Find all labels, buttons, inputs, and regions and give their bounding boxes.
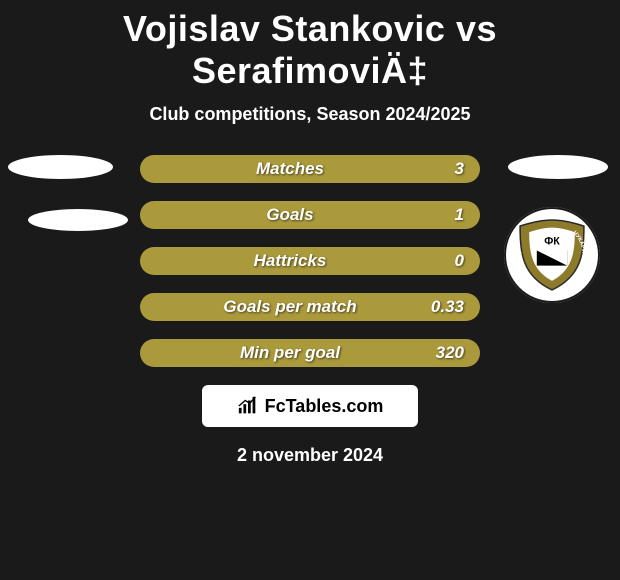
stat-value-right: 3 — [424, 159, 464, 179]
stat-bar: Min per goal320 — [140, 339, 480, 367]
stat-label: Hattricks — [156, 251, 424, 271]
right-player-placeholder: ФК ЧУКАРИЧКИ СТАНКОМ — [508, 155, 608, 179]
placeholder-ellipse — [28, 209, 128, 231]
stat-bars: Matches3Goals1Hattricks0Goals per match0… — [140, 155, 480, 367]
club-badge: ФК ЧУКАРИЧКИ СТАНКОМ — [504, 207, 600, 303]
chart-icon — [237, 395, 259, 417]
stat-label: Min per goal — [156, 343, 424, 363]
stat-value-right: 320 — [424, 343, 464, 363]
stat-bar: Goals per match0.33 — [140, 293, 480, 321]
stat-label: Goals — [156, 205, 424, 225]
page-title: Vojislav Stankovic vs SerafimoviÄ‡ — [0, 0, 620, 92]
badge-text-top: ФК — [544, 235, 560, 247]
stat-bar: Matches3 — [140, 155, 480, 183]
stat-bar: Hattricks0 — [140, 247, 480, 275]
shield-icon: ФК ЧУКАРИЧКИ СТАНКОМ — [514, 217, 590, 293]
footer-date: 2 november 2024 — [0, 445, 620, 466]
page-subtitle: Club competitions, Season 2024/2025 — [0, 104, 620, 125]
left-player-placeholder — [8, 155, 128, 231]
placeholder-ellipse — [508, 155, 608, 179]
stat-value-right: 0 — [424, 251, 464, 271]
stat-value-right: 1 — [424, 205, 464, 225]
stat-label: Goals per match — [156, 297, 424, 317]
stat-value-right: 0.33 — [424, 297, 464, 317]
placeholder-ellipse — [8, 155, 113, 179]
stat-label: Matches — [156, 159, 424, 179]
stat-bar: Goals1 — [140, 201, 480, 229]
brand-logo: FcTables.com — [202, 385, 418, 427]
brand-text: FcTables.com — [265, 396, 384, 417]
comparison-content: ФК ЧУКАРИЧКИ СТАНКОМ Matches3 Goals1 Hattr… — [0, 155, 620, 466]
